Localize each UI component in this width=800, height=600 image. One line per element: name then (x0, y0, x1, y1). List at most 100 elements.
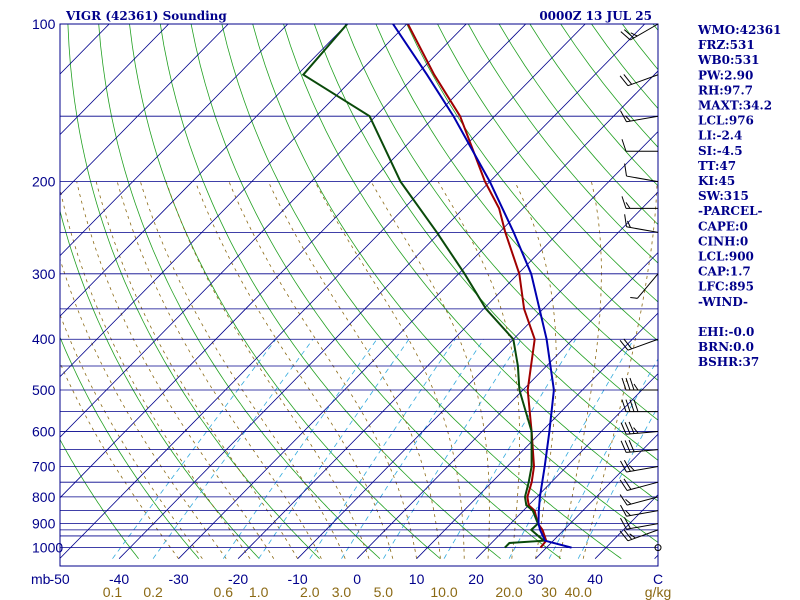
mixing-ratio-line (341, 338, 485, 559)
isotherm-line (237, 130, 658, 559)
wind-barb-feather (620, 460, 627, 473)
index-line: BRN:0.0 (698, 340, 754, 354)
mixing-ratio-line (508, 338, 635, 559)
index-line: WMO:42361 (697, 23, 781, 37)
wind-barb-feather (620, 504, 627, 517)
wind-barb-feather (625, 202, 631, 209)
wind-barb-feather (625, 399, 631, 412)
isotherm-line (60, 24, 527, 499)
wind-barb-staff (637, 273, 659, 299)
moist-adiabat-line (60, 362, 179, 559)
temperature-tick-label: -10 (287, 571, 307, 587)
temperature-tick-label: 20 (468, 571, 484, 587)
isotherm-line (475, 373, 658, 559)
wind-barb-feather (619, 479, 628, 491)
isotherm-line (297, 191, 658, 559)
plot-frame (59, 23, 659, 567)
wind-barb-feather (625, 509, 631, 516)
wind-barb (620, 459, 659, 473)
pressure-tick-label: 1000 (32, 540, 63, 556)
index-line: CINH:0 (698, 234, 748, 248)
wind-barb-staff (627, 529, 659, 542)
wind-barb (619, 478, 659, 491)
temperature-tick-label: 0 (353, 571, 361, 587)
wind-barb-feather (623, 74, 633, 85)
mixing-ratio-line (112, 338, 277, 559)
wind-barb-feather (633, 399, 639, 412)
sounding-time: 0000Z 13 JUL 25 (539, 9, 652, 23)
index-line: TT:47 (698, 159, 736, 173)
wind-barb-feather (620, 517, 627, 530)
temperature-tick-label: 30 (528, 571, 544, 587)
wind-barb-feather (619, 339, 629, 351)
wind-barb-feather (629, 533, 636, 539)
index-line: -PARCEL- (698, 204, 763, 218)
wind-barb-feather (628, 421, 635, 434)
mixing-ratio-tick-label: 40.0 (565, 584, 592, 600)
index-line: CAPE:0 (698, 219, 748, 233)
index-line: LFC:895 (698, 280, 754, 294)
wind-barb-feather (627, 220, 631, 228)
moist-adiabat-line (116, 181, 322, 559)
index-line: BSHR:37 (698, 355, 759, 369)
moist-adiabat-line (314, 181, 465, 559)
isotherm-line (60, 24, 348, 317)
mixing-ratio-tick-label: 0.2 (143, 584, 163, 600)
moist-adiabat-line (582, 181, 658, 559)
wind-barb-staff (626, 175, 659, 183)
isotherm-line (356, 252, 658, 559)
mixing-ratio-tick-label: 2.0 (300, 584, 320, 600)
wind-barb-feather (628, 439, 635, 452)
isotherm-line (60, 24, 467, 438)
pressure-tick-label: 500 (32, 382, 56, 398)
dry-adiabat-line (766, 12, 800, 558)
temperature-tick-label: -20 (228, 571, 248, 587)
wind-barb-feather (629, 377, 635, 391)
wind-barb-feather (625, 498, 632, 505)
moist-adiabat-line (194, 181, 394, 559)
mixing-ratio-line (152, 338, 314, 559)
moist-adiabat-line (95, 181, 298, 559)
wind-barb-feather (624, 214, 627, 227)
index-line: WB0:531 (697, 53, 759, 67)
pressure-tick-label: 200 (32, 174, 56, 190)
wind-barb (619, 338, 659, 351)
index-line: LCL:976 (698, 114, 754, 128)
wind-barb-staff (626, 510, 659, 517)
wind-barb (621, 377, 658, 391)
index-line: PW:2.90 (698, 68, 753, 82)
pressure-tick-label: 800 (32, 489, 56, 505)
wind-barb (621, 196, 658, 209)
mixing-ratio-tick-label: 1.0 (249, 584, 269, 600)
pressure-tick-label: 300 (32, 266, 56, 282)
wind-barb-feather (623, 529, 633, 540)
wind-barb (620, 517, 659, 530)
temperature-unit-label: C (653, 571, 663, 587)
wind-calm-circle (654, 544, 662, 552)
wind-barb-staff (627, 338, 659, 351)
mixing-ratio-tick-label: 30 (541, 584, 557, 600)
wind-barb-feather (620, 440, 627, 453)
wind-barb (621, 399, 658, 413)
wind-barb (620, 421, 659, 435)
index-line: FRZ:531 (698, 38, 755, 52)
temperature-tick-label: -50 (49, 571, 69, 587)
wind-barb (620, 504, 659, 517)
index-line: MAXT:34.2 (698, 99, 772, 113)
mixing-ratio-tick-label: 0.6 (214, 584, 234, 600)
wind-barb-feather (625, 115, 631, 122)
mixing-ratio-line (577, 405, 658, 559)
pressure-tick-label: 100 (32, 16, 56, 32)
isotherm-line (60, 24, 170, 136)
temperature-tick-label: 10 (409, 571, 425, 587)
isotherms (60, 24, 658, 559)
parcel-trace (392, 24, 572, 549)
index-line: LI:-2.4 (698, 129, 742, 143)
wind-barb-feather (623, 29, 635, 39)
wind-barb-feather (621, 196, 627, 209)
wind-barb (619, 74, 659, 87)
wind-barb-feather (620, 422, 627, 435)
mixing-ratio-line (309, 338, 456, 559)
